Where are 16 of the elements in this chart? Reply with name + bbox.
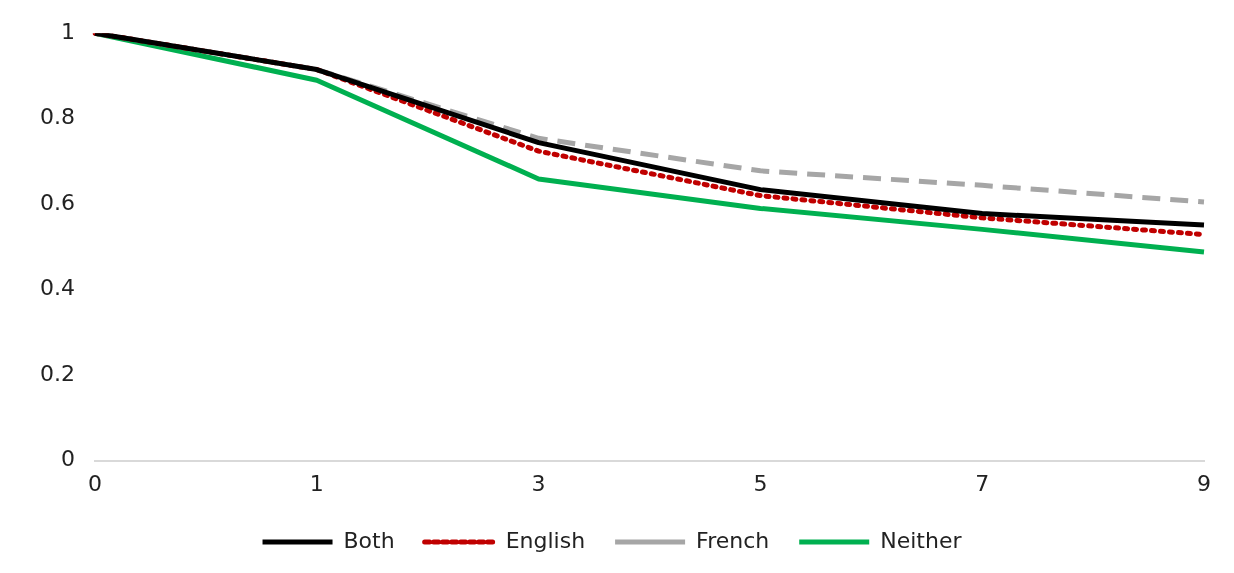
x-tick-label: 5 [753, 470, 768, 496]
y-tick-label: 0 [60, 446, 75, 472]
x-tick-label: 7 [975, 470, 990, 496]
y-tick-label: 0.4 [39, 275, 75, 301]
y-tick-label: 0.8 [39, 104, 75, 130]
y-tick-label: 0.6 [39, 189, 75, 215]
legend-label: English [505, 527, 586, 553]
x-tick-label: 3 [531, 470, 546, 496]
y-tick-label: 1 [60, 18, 75, 44]
legend-label: Both [343, 527, 395, 553]
legend-label: Neither [880, 527, 963, 553]
y-tick-label: 0.2 [39, 360, 75, 386]
x-tick-label: 0 [87, 470, 102, 496]
x-tick-label: 9 [1197, 470, 1211, 496]
legend-label: French [696, 527, 770, 553]
x-tick-label: 1 [309, 470, 324, 496]
